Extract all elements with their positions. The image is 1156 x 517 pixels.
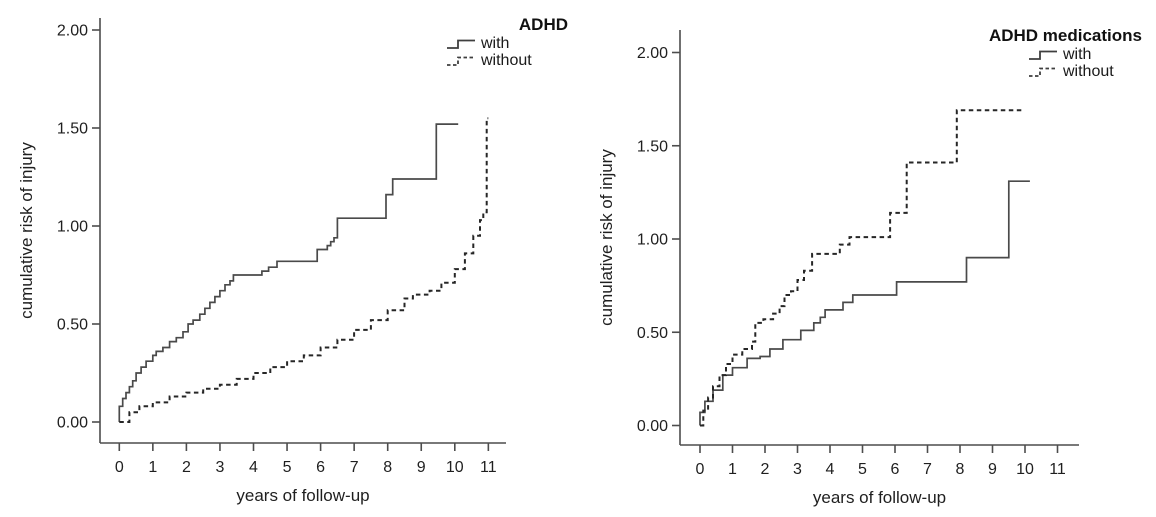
x-tick-label: 7 [923,461,932,478]
x-tick-label: 6 [891,461,900,478]
x-tick-label: 5 [283,459,292,476]
x-tick-label: 8 [956,461,965,478]
x-tick-label: 9 [988,461,997,478]
axis-lines [679,30,1079,446]
x-tick-label: 10 [1016,461,1034,478]
x-tick-label: 6 [316,459,325,476]
without-curve [700,109,1022,427]
x-tick-label: 3 [215,459,224,476]
y-tick-label: 2.00 [637,45,668,62]
x-tick-label: 2 [182,459,191,476]
y-tick-label: 1.00 [57,219,88,236]
y-tick-label: 0.50 [57,317,88,334]
legend-row-without: without [446,53,568,69]
legend-label-without: without [1063,63,1114,80]
dashed-step-line-icon [447,56,475,66]
x-tick-label: 11 [1049,461,1066,478]
adhd-legend: ADHD with without [446,15,568,69]
x-tick-label: 0 [115,459,124,476]
y-tick-label: 1.50 [637,138,668,155]
x-tick-label: 4 [826,461,835,478]
x-axis-title: years of follow-up [236,486,369,505]
legend-row-with: with [446,36,568,52]
x-tick-label: 1 [728,461,737,478]
legend-label-with: with [481,35,510,52]
y-tick-label: 2.00 [57,23,88,40]
y-tick-label: 0.00 [637,418,668,435]
panel-adhd: 0.00 0.50 1.00 1.50 2.00 0 1 2 3 4 5 6 7 8 9 10 11 years … [17,15,568,505]
x-tick-label: 11 [480,459,497,476]
x-tick-label: 0 [696,461,705,478]
axis-lines [99,18,506,444]
with-curve [118,123,459,422]
legend-label-with: with [1063,46,1092,63]
x-axis-title: years of follow-up [813,488,946,507]
x-tick-label: 8 [383,459,392,476]
adhd-medications-legend: ADHD medications with without [976,26,1142,80]
with-curve [699,180,1030,426]
solid-step-line-icon [447,39,475,49]
without-curve [119,117,489,423]
adhd-medications-chart: 0.00 0.50 1.00 1.50 2.00 0 1 2 3 4 5 6 7 8 9 10 11 years … [597,30,1079,507]
x-tick-label: 4 [249,459,258,476]
adhd-chart: 0.00 0.50 1.00 1.50 2.00 0 1 2 3 4 5 6 7 8 9 10 11 years … [17,18,506,505]
y-axis-title: cumulative risk of injury [17,142,36,319]
legend-row-without: without [1028,64,1142,80]
solid-step-line-icon [1029,50,1057,60]
x-tick-label: 2 [761,461,770,478]
x-tick-label: 9 [417,459,426,476]
x-tick-label: 10 [446,459,464,476]
legend-row-with: with [1028,47,1142,63]
y-tick-label: 0.00 [57,415,88,432]
x-tick-label: 1 [148,459,157,476]
legend-label-without: without [481,52,532,69]
x-tick-label: 3 [793,461,802,478]
panel-adhd-medications: 0.00 0.50 1.00 1.50 2.00 0 1 2 3 4 5 6 7 8 9 10 11 years … [578,0,1156,517]
y-tick-label: 1.50 [57,121,88,138]
dashed-step-line-icon [1029,67,1057,77]
y-tick-label: 0.50 [637,325,668,342]
y-tick-label: 1.00 [637,232,668,249]
x-tick-label: 5 [858,461,867,478]
adhd-medications-legend-title: ADHD medications [988,26,1142,45]
y-axis-title: cumulative risk of injury [597,149,616,326]
adhd-legend-title: ADHD [518,15,568,34]
x-tick-label: 7 [350,459,359,476]
